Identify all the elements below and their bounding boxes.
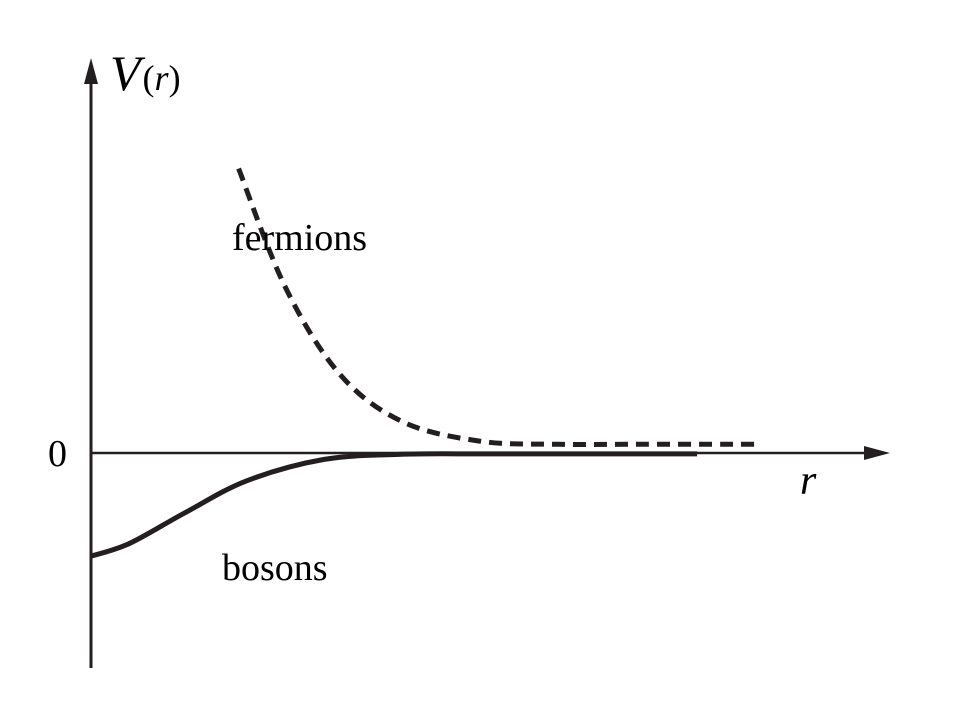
- y-tick-label-zero: 0: [48, 433, 67, 475]
- x-axis-label: r: [800, 458, 817, 504]
- series-line-bosons: [90, 451, 698, 559]
- y-axis-label-argument: r: [155, 58, 170, 98]
- series-label-fermions: fermions: [232, 217, 367, 259]
- y-axis-label-open-paren: (: [143, 58, 155, 98]
- y-axis-label-close-paren: ): [169, 58, 181, 98]
- series-label-bosons: bosons: [222, 547, 328, 589]
- y-axis-label-symbol: V: [110, 45, 146, 101]
- series-line-fermions: [236, 167, 760, 448]
- x-axis-arrowhead: [864, 446, 890, 460]
- y-axis-arrowhead: [84, 58, 98, 84]
- y-axis-label: V(r): [110, 45, 181, 101]
